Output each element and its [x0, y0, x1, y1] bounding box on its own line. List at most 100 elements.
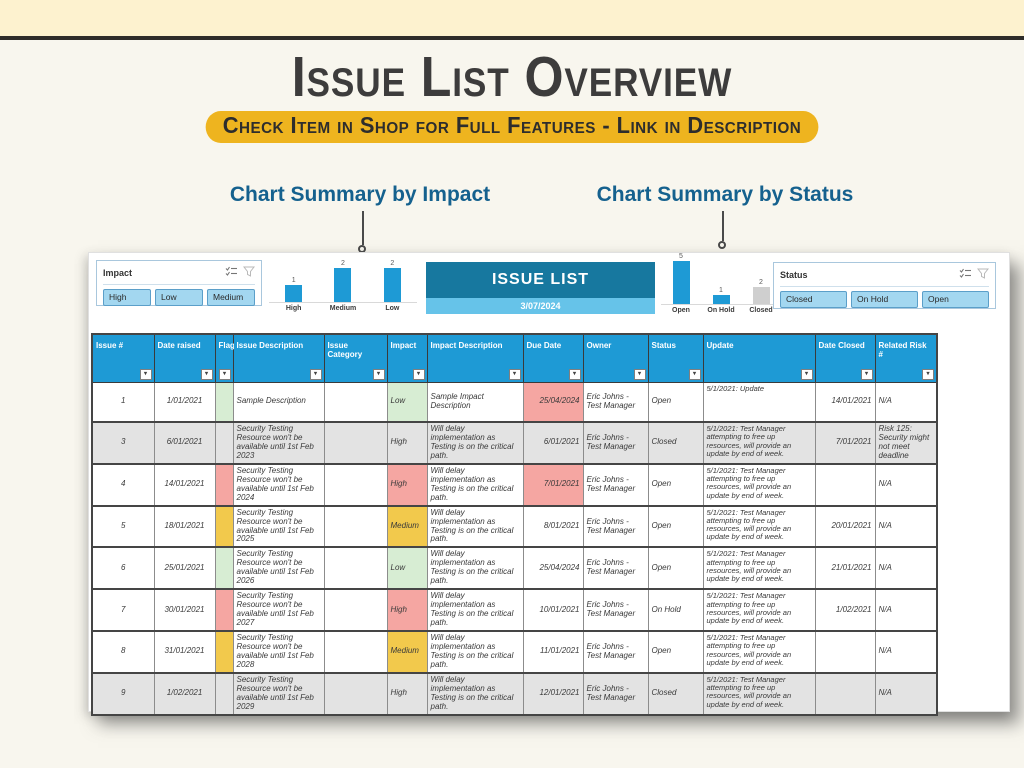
filter-dropdown-icon[interactable]: ▾: [218, 368, 231, 380]
cell-related_risk[interactable]: N/A: [875, 589, 938, 633]
col-header-issue[interactable]: Issue # ▾: [91, 333, 155, 383]
cell-issue[interactable]: 4: [92, 463, 155, 507]
cell-issue[interactable]: 3: [92, 422, 155, 465]
cell-flag[interactable]: [215, 463, 234, 507]
cell-flag[interactable]: [215, 547, 234, 591]
cell-status[interactable]: Open: [648, 463, 704, 507]
cell-due_date[interactable]: 6/01/2021: [523, 422, 584, 465]
cell-owner[interactable]: Eric Johns - Test Manager: [583, 589, 649, 633]
cell-due_date[interactable]: 11/01/2021: [523, 631, 584, 674]
col-header-impact[interactable]: Impact ▾: [386, 333, 428, 383]
filter-dropdown-icon[interactable]: ▾: [139, 368, 152, 380]
cell-impact[interactable]: High: [387, 672, 428, 716]
cell-date_closed[interactable]: 7/01/2021: [815, 422, 876, 465]
clear-filter-icon[interactable]: [242, 264, 256, 282]
col-header-date_raised[interactable]: Date raised ▾: [153, 333, 216, 383]
cell-due_date[interactable]: 12/01/2021: [523, 672, 584, 716]
cell-update[interactable]: 5/1/2021: Test Manager attempting to fre…: [703, 631, 816, 674]
cell-status[interactable]: Closed: [648, 422, 704, 465]
cell-flag[interactable]: [215, 589, 234, 633]
cell-category[interactable]: [324, 589, 388, 633]
slicer-button-closed[interactable]: Closed: [780, 291, 847, 308]
cell-date_closed[interactable]: 1/02/2021: [815, 589, 876, 633]
col-header-related_risk[interactable]: Related Risk # ▾: [874, 333, 938, 383]
filter-dropdown-icon[interactable]: ▾: [860, 368, 873, 380]
cell-date_closed[interactable]: 20/01/2021: [815, 505, 876, 549]
cell-flag[interactable]: [215, 672, 234, 716]
filter-dropdown-icon[interactable]: ▾: [633, 368, 646, 380]
cell-impact[interactable]: Low: [387, 547, 428, 591]
cell-due_date[interactable]: 25/04/2024: [523, 382, 584, 423]
cell-update[interactable]: 5/1/2021: Test Manager attempting to fre…: [703, 589, 816, 633]
cell-due_date[interactable]: 7/01/2021: [523, 463, 584, 507]
cell-impact_desc[interactable]: Will delay implementation as Testing is …: [427, 589, 524, 633]
cell-description[interactable]: Security Testing Resource won't be avail…: [233, 422, 325, 465]
col-header-date_closed[interactable]: Date Closed ▾: [814, 333, 876, 383]
cell-issue[interactable]: 5: [92, 505, 155, 549]
cell-impact_desc[interactable]: Sample Impact Description: [427, 382, 524, 423]
cell-date_raised[interactable]: 6/01/2021: [154, 422, 216, 465]
cell-date_closed[interactable]: 21/01/2021: [815, 547, 876, 591]
col-header-owner[interactable]: Owner ▾: [582, 333, 649, 383]
col-header-impact_desc[interactable]: Impact Description ▾: [426, 333, 524, 383]
cell-related_risk[interactable]: N/A: [875, 547, 938, 591]
cell-status[interactable]: Open: [648, 547, 704, 591]
clear-filter-icon[interactable]: [976, 266, 990, 284]
cell-impact_desc[interactable]: Will delay implementation as Testing is …: [427, 422, 524, 465]
multi-select-icon[interactable]: [225, 264, 238, 282]
cell-related_risk[interactable]: N/A: [875, 382, 938, 423]
cell-related_risk[interactable]: N/A: [875, 672, 938, 716]
cell-impact_desc[interactable]: Will delay implementation as Testing is …: [427, 505, 524, 549]
cell-update[interactable]: 5/1/2021: Test Manager attempting to fre…: [703, 505, 816, 549]
cell-category[interactable]: [324, 463, 388, 507]
cell-date_raised[interactable]: 25/01/2021: [154, 547, 216, 591]
cell-issue[interactable]: 7: [92, 589, 155, 633]
cell-impact[interactable]: High: [387, 589, 428, 633]
cell-owner[interactable]: Eric Johns - Test Manager: [583, 672, 649, 716]
filter-dropdown-icon[interactable]: ▾: [309, 368, 322, 380]
cell-status[interactable]: Open: [648, 505, 704, 549]
cell-status[interactable]: Closed: [648, 672, 704, 716]
cell-related_risk[interactable]: N/A: [875, 631, 938, 674]
filter-dropdown-icon[interactable]: ▾: [508, 368, 521, 380]
col-header-category[interactable]: Issue Category ▾: [323, 333, 388, 383]
cell-impact[interactable]: Low: [387, 382, 428, 423]
filter-dropdown-icon[interactable]: ▾: [688, 368, 701, 380]
cell-related_risk[interactable]: N/A: [875, 463, 938, 507]
cell-category[interactable]: [324, 672, 388, 716]
cell-date_raised[interactable]: 18/01/2021: [154, 505, 216, 549]
cell-date_raised[interactable]: 1/01/2021: [154, 382, 216, 423]
cell-status[interactable]: Open: [648, 631, 704, 674]
multi-select-icon[interactable]: [959, 266, 972, 284]
cell-description[interactable]: Security Testing Resource won't be avail…: [233, 672, 325, 716]
cell-impact[interactable]: Medium: [387, 631, 428, 674]
cell-due_date[interactable]: 10/01/2021: [523, 589, 584, 633]
cell-issue[interactable]: 6: [92, 547, 155, 591]
cell-flag[interactable]: [215, 505, 234, 549]
cell-owner[interactable]: Eric Johns - Test Manager: [583, 422, 649, 465]
cell-owner[interactable]: Eric Johns - Test Manager: [583, 631, 649, 674]
cell-due_date[interactable]: 8/01/2021: [523, 505, 584, 549]
cell-impact[interactable]: Medium: [387, 505, 428, 549]
cell-related_risk[interactable]: Risk 125: Security might not meet deadli…: [875, 422, 938, 465]
slicer-button-low[interactable]: Low: [155, 289, 203, 306]
cell-impact_desc[interactable]: Will delay implementation as Testing is …: [427, 547, 524, 591]
cell-issue[interactable]: 9: [92, 672, 155, 716]
cell-date_raised[interactable]: 30/01/2021: [154, 589, 216, 633]
cell-date_raised[interactable]: 31/01/2021: [154, 631, 216, 674]
cell-update[interactable]: 5/1/2021: Update: [703, 382, 816, 423]
slicer-button-high[interactable]: High: [103, 289, 151, 306]
slicer-button-on-hold[interactable]: On Hold: [851, 291, 918, 308]
cell-update[interactable]: 5/1/2021: Test Manager attempting to fre…: [703, 547, 816, 591]
cell-issue[interactable]: 1: [92, 382, 155, 423]
cell-description[interactable]: Sample Description: [233, 382, 325, 423]
cell-category[interactable]: [324, 547, 388, 591]
cell-category[interactable]: [324, 382, 388, 423]
cell-description[interactable]: Security Testing Resource won't be avail…: [233, 463, 325, 507]
filter-dropdown-icon[interactable]: ▾: [922, 368, 934, 380]
cell-update[interactable]: 5/1/2021: Test Manager attempting to fre…: [703, 672, 816, 716]
cell-owner[interactable]: Eric Johns - Test Manager: [583, 382, 649, 423]
cell-status[interactable]: On Hold: [648, 589, 704, 633]
cell-date_raised[interactable]: 14/01/2021: [154, 463, 216, 507]
slicer-button-open[interactable]: Open: [922, 291, 989, 308]
